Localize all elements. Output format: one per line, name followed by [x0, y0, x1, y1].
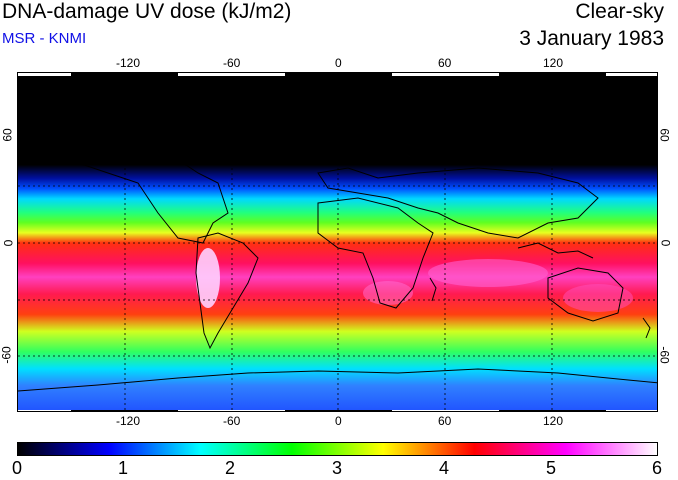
map-title: DNA-damage UV dose (kJ/m2)	[2, 0, 292, 23]
colorbar-tick: 5	[546, 458, 557, 478]
lat-tick-left: 60	[0, 128, 15, 142]
southern-africa-high-uv	[363, 281, 413, 305]
lat-tick-left: -60	[0, 346, 14, 364]
lon-tick-bottom: 60	[438, 414, 452, 428]
lon-tick-bottom: 0	[335, 414, 342, 428]
lon-tick-top: -120	[116, 56, 141, 70]
coastlines	[18, 132, 657, 392]
uv-dose-map	[17, 72, 658, 412]
lat-tick-right: 60	[657, 128, 672, 142]
colorbar-tick: 2	[225, 458, 236, 478]
lat-tick-right: 0	[658, 239, 673, 247]
lon-tick-top: 60	[438, 56, 452, 70]
australia-high-uv	[563, 284, 633, 312]
color-scale-bar	[17, 442, 658, 456]
colorbar-tick: 0	[12, 458, 23, 478]
source-label: MSR - KNMI	[2, 30, 87, 47]
lon-tick-bottom: -60	[223, 414, 241, 428]
lon-tick-bottom: 120	[543, 414, 564, 428]
sky-condition-label: Clear-sky	[575, 0, 664, 23]
lon-tick-top: 0	[335, 56, 342, 70]
lon-tick-top: 120	[543, 56, 564, 70]
date-label: 3 January 1983	[519, 27, 664, 50]
andes-high-uv	[196, 248, 220, 308]
map-canvas	[18, 73, 657, 411]
colorbar-tick: 1	[118, 458, 129, 478]
colorbar-tick: 3	[332, 458, 343, 478]
lon-tick-bottom: -120	[116, 414, 141, 428]
lon-tick-top: -60	[223, 56, 241, 70]
frame-ticks	[18, 73, 657, 411]
uv-field	[18, 73, 657, 411]
colorbar-tick: 4	[439, 458, 450, 478]
graticule	[18, 73, 657, 411]
colorbar-tick: 6	[652, 458, 663, 478]
indian-ocean-high-uv	[428, 259, 548, 287]
lat-tick-right: -60	[657, 346, 672, 364]
lat-tick-left: 0	[1, 239, 16, 247]
